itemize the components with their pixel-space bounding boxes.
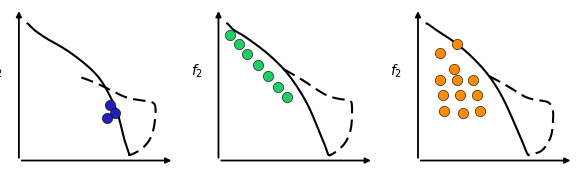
Point — [274, 86, 283, 89]
Point — [453, 43, 462, 46]
Point — [435, 51, 445, 54]
Point — [456, 94, 465, 97]
Text: $f_2$: $f_2$ — [0, 63, 3, 80]
Point — [243, 52, 252, 55]
Point — [225, 33, 235, 36]
Point — [263, 75, 272, 78]
Text: $f_2$: $f_2$ — [190, 63, 203, 80]
Point — [103, 116, 112, 119]
Point — [473, 94, 482, 97]
Point — [435, 79, 445, 82]
Text: $f_2$: $f_2$ — [390, 63, 402, 80]
Point — [282, 95, 292, 98]
Point — [438, 94, 448, 97]
Point — [234, 43, 243, 46]
Point — [459, 112, 468, 115]
Point — [253, 63, 262, 66]
Point — [469, 79, 478, 82]
Point — [439, 109, 449, 112]
Point — [450, 68, 459, 71]
Point — [106, 104, 115, 107]
Point — [453, 79, 462, 82]
Point — [110, 112, 119, 115]
Point — [475, 109, 485, 112]
